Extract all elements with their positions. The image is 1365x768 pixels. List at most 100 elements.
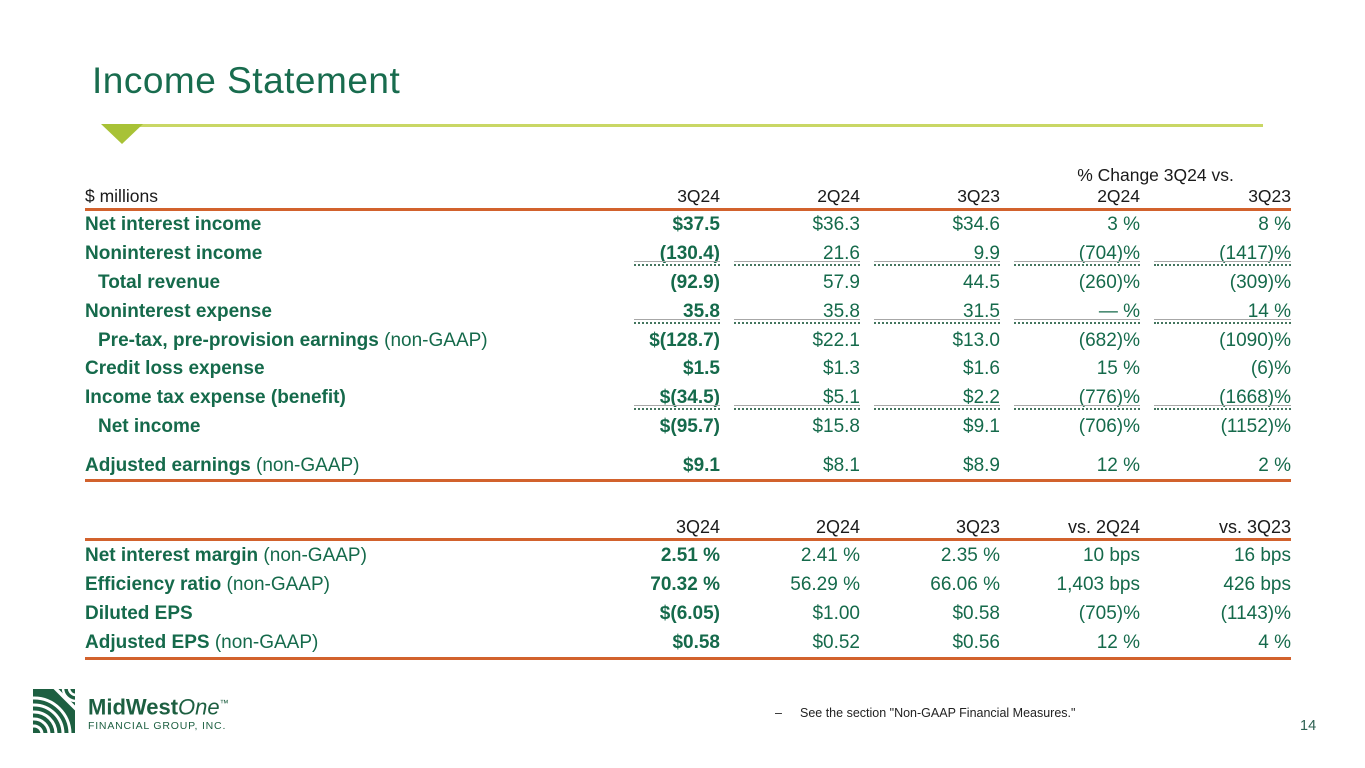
cell-value: $37.5 <box>672 214 720 236</box>
cell-value: $(128.7) <box>649 329 720 351</box>
cell-value: (130.4) <box>620 243 720 267</box>
table-row: Income tax expense (benefit) $(34.5) $5.… <box>85 384 1291 413</box>
column-header: 3Q24 <box>677 186 720 206</box>
row-label-suffix: (non-GAAP) <box>378 329 488 351</box>
logo-text: MidWestOne™ FINANCIAL GROUP, INC. <box>88 689 229 733</box>
cell-value: 56.29 % <box>790 573 860 595</box>
triangle-marker-icon <box>101 124 143 144</box>
cell-value: 2.35 % <box>940 544 1000 566</box>
logo-name-italic: One <box>178 694 220 720</box>
table-row: Net income $(95.7) $15.8 $9.1 (706)% (11… <box>85 413 1291 442</box>
cell-value: (1417)% <box>1140 243 1291 267</box>
logo-mark-icon <box>33 689 75 733</box>
change-header: % Change 3Q24 vs. <box>1077 165 1234 185</box>
row-label-text: Pre-tax, pre-provision earnings <box>98 329 379 351</box>
cell-value: $2.2 <box>860 387 1000 411</box>
column-header: 2Q24 <box>817 186 860 206</box>
cell-value: $8.1 <box>823 454 860 476</box>
cell-value: (92.9) <box>670 271 720 293</box>
row-label: Diluted EPS <box>85 603 620 625</box>
cell-value: 15 % <box>1096 358 1140 380</box>
logo-name-bold: MidWest <box>88 694 179 720</box>
row-label: Total revenue <box>85 272 620 294</box>
row-label: Net interest income <box>85 214 620 236</box>
row-label-text: Net income <box>98 415 201 437</box>
footnote-text: See the section "Non-GAAP Financial Meas… <box>800 706 1076 720</box>
table-row: Diluted EPS $(6.05) $1.00 $0.58 (705)% (… <box>85 599 1291 628</box>
row-label-suffix: (non-GAAP) <box>209 631 319 653</box>
row-label: Adjusted EPS (non-GAAP) <box>85 632 620 654</box>
cell-value: $0.58 <box>952 602 1000 624</box>
cell-value: 21.6 <box>720 243 860 267</box>
cell-value: 16 bps <box>1233 544 1291 566</box>
cell-value: 3 % <box>1107 214 1140 236</box>
cell-value: 35.8 <box>720 301 860 324</box>
cell-value: $13.0 <box>952 329 1000 351</box>
row-label-text: Total revenue <box>98 271 221 293</box>
table-row: Credit loss expense $1.5 $1.3 $1.6 15 % … <box>85 355 1291 384</box>
row-label-text: Adjusted earnings <box>85 454 251 476</box>
table-row: Adjusted EPS (non-GAAP) $0.58 $0.52 $0.5… <box>85 628 1291 657</box>
cell-value: 2.51 % <box>660 544 720 566</box>
footnote: – See the section "Non-GAAP Financial Me… <box>775 706 1075 720</box>
cell-value: (309)% <box>1229 271 1291 293</box>
cell-value: (776)% <box>1000 387 1140 411</box>
unit-label: $ millions <box>85 186 158 206</box>
table-row: Total revenue (92.9) 57.9 44.5 (260)% (3… <box>85 269 1291 298</box>
cell-value: 426 bps <box>1223 573 1291 595</box>
column-header: vs. 2Q24 <box>1067 517 1140 538</box>
logo-subtitle: FINANCIAL GROUP, INC. <box>88 720 227 733</box>
row-label-text: Noninterest income <box>85 243 263 265</box>
cell-value: $5.1 <box>720 387 860 411</box>
cell-value: (260)% <box>1078 271 1140 293</box>
cell-value: $(34.5) <box>620 387 720 411</box>
cell-value: (1090)% <box>1219 329 1291 351</box>
cell-value: $1.6 <box>963 358 1000 380</box>
row-label-text: Diluted EPS <box>85 602 193 624</box>
cell-value: (6)% <box>1250 358 1291 380</box>
company-logo: MidWestOne™ FINANCIAL GROUP, INC. <box>33 689 229 733</box>
column-header: 3Q23 <box>957 186 1000 206</box>
row-label: Net income <box>85 416 620 438</box>
cell-value: 2 % <box>1258 454 1291 476</box>
row-label: Efficiency ratio (non-GAAP) <box>85 574 620 596</box>
cell-value: $9.1 <box>963 415 1000 437</box>
row-label-text: Efficiency ratio <box>85 573 222 595</box>
row-label-suffix: (non-GAAP) <box>221 573 330 595</box>
cell-value: $1.3 <box>823 358 860 380</box>
cell-value: 10 bps <box>1082 544 1140 566</box>
row-label-text: Adjusted EPS <box>85 631 210 653</box>
row-label-text: Credit loss expense <box>85 358 265 380</box>
cell-value: (682)% <box>1078 329 1140 351</box>
row-label-suffix: (non-GAAP) <box>250 454 360 476</box>
row-label-text: Noninterest expense <box>85 300 272 322</box>
table-row: Net interest margin (non-GAAP) 2.51 % 2.… <box>85 541 1291 570</box>
cell-value: (1143)% <box>1220 602 1291 624</box>
column-header: vs. 3Q23 <box>1218 517 1291 538</box>
column-header: 3Q23 <box>1248 186 1291 206</box>
row-label: Noninterest expense <box>85 301 620 323</box>
cell-value: 4 % <box>1258 631 1291 653</box>
cell-value: 2.41 % <box>800 544 860 566</box>
column-header: 2Q24 <box>1097 186 1140 206</box>
cell-value: 70.32 % <box>650 573 720 595</box>
cell-value: 9.9 <box>860 243 1000 267</box>
table-row: Noninterest expense 35.8 35.8 31.5 — % 1… <box>85 297 1291 326</box>
table1-header-row: $ millions 3Q24 2Q24 3Q23 2Q24 3Q23 <box>85 186 1291 211</box>
logo-name: MidWestOne™ <box>88 692 229 718</box>
row-label: Income tax expense (benefit) <box>85 387 620 409</box>
table-row: Pre-tax, pre-provision earnings (non-GAA… <box>85 326 1291 355</box>
cell-value: $15.8 <box>812 415 860 437</box>
table-row: Efficiency ratio (non-GAAP) 70.32 % 56.2… <box>85 570 1291 599</box>
cell-value: 35.8 <box>620 301 720 324</box>
cell-value: $0.58 <box>672 631 720 653</box>
cell-value: $8.9 <box>963 454 1000 476</box>
cell-value: $(6.05) <box>659 602 720 624</box>
cell-value: (1152)% <box>1220 415 1291 437</box>
logo-trademark: ™ <box>219 698 229 708</box>
row-label: Adjusted earnings (non-GAAP) <box>85 455 620 477</box>
cell-value: 31.5 <box>860 301 1000 324</box>
row-label: Credit loss expense <box>85 358 620 380</box>
cell-value: 1,403 bps <box>1056 573 1140 595</box>
table-row: Net interest income $37.5 $36.3 $34.6 3 … <box>85 211 1291 240</box>
